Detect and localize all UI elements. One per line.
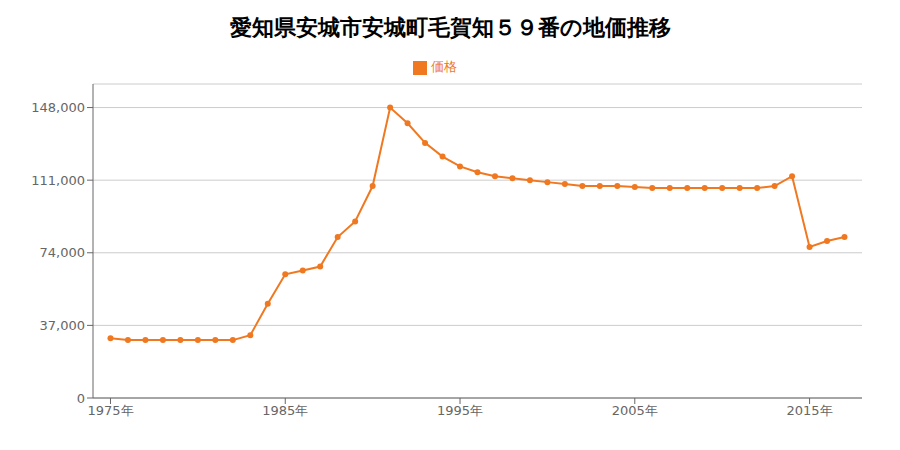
svg-text:148,000: 148,000 bbox=[31, 100, 85, 115]
svg-text:2015年: 2015年 bbox=[787, 403, 833, 418]
svg-text:111,000: 111,000 bbox=[31, 173, 85, 188]
svg-text:0: 0 bbox=[77, 391, 85, 406]
svg-text:2005年: 2005年 bbox=[612, 403, 658, 418]
html-text:価格: 価格 bbox=[431, 59, 457, 74]
svg-text:37,000: 37,000 bbox=[40, 318, 86, 333]
svg-text:74,000: 74,000 bbox=[40, 245, 86, 260]
svg-text:1985年: 1985年 bbox=[262, 403, 308, 418]
html-text:愛知県安城市安城町毛賀知５９番の地価推移: 愛知県安城市安城町毛賀知５９番の地価推移 bbox=[229, 15, 671, 40]
svg-text:1995年: 1995年 bbox=[437, 403, 483, 418]
svg-text:1975年: 1975年 bbox=[87, 403, 133, 418]
